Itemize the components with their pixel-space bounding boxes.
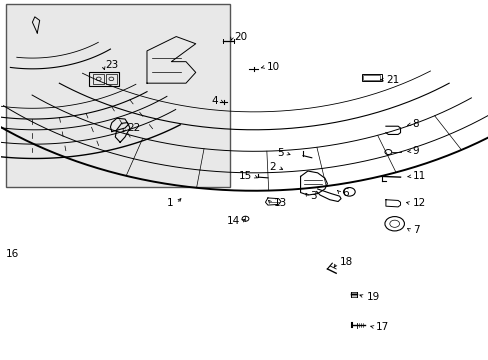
Bar: [363, 75, 379, 80]
Text: 7: 7: [412, 225, 419, 235]
Text: 12: 12: [412, 198, 425, 208]
Bar: [5, 4, 229, 187]
Text: 18: 18: [339, 257, 352, 267]
Bar: [93, 74, 104, 84]
Text: 10: 10: [266, 62, 279, 72]
Text: 15: 15: [238, 171, 251, 181]
Text: 5: 5: [276, 148, 283, 158]
Text: 13: 13: [273, 198, 286, 208]
Text: 23: 23: [105, 60, 119, 70]
Bar: [106, 74, 117, 84]
Text: 21: 21: [385, 75, 398, 85]
Text: 11: 11: [412, 171, 425, 181]
Text: 9: 9: [412, 146, 419, 156]
Text: 14: 14: [226, 216, 239, 226]
Text: 3: 3: [310, 191, 316, 201]
Text: 4: 4: [211, 96, 217, 106]
Bar: [89, 72, 119, 86]
Text: 6: 6: [341, 188, 348, 198]
Text: 1: 1: [167, 198, 173, 208]
Text: 8: 8: [412, 120, 419, 129]
Text: 2: 2: [269, 162, 276, 172]
Text: 19: 19: [366, 292, 379, 302]
Text: 20: 20: [234, 32, 247, 41]
Text: 16: 16: [5, 248, 19, 258]
Text: 22: 22: [127, 123, 141, 133]
Bar: [361, 74, 381, 81]
Text: 17: 17: [375, 322, 388, 332]
